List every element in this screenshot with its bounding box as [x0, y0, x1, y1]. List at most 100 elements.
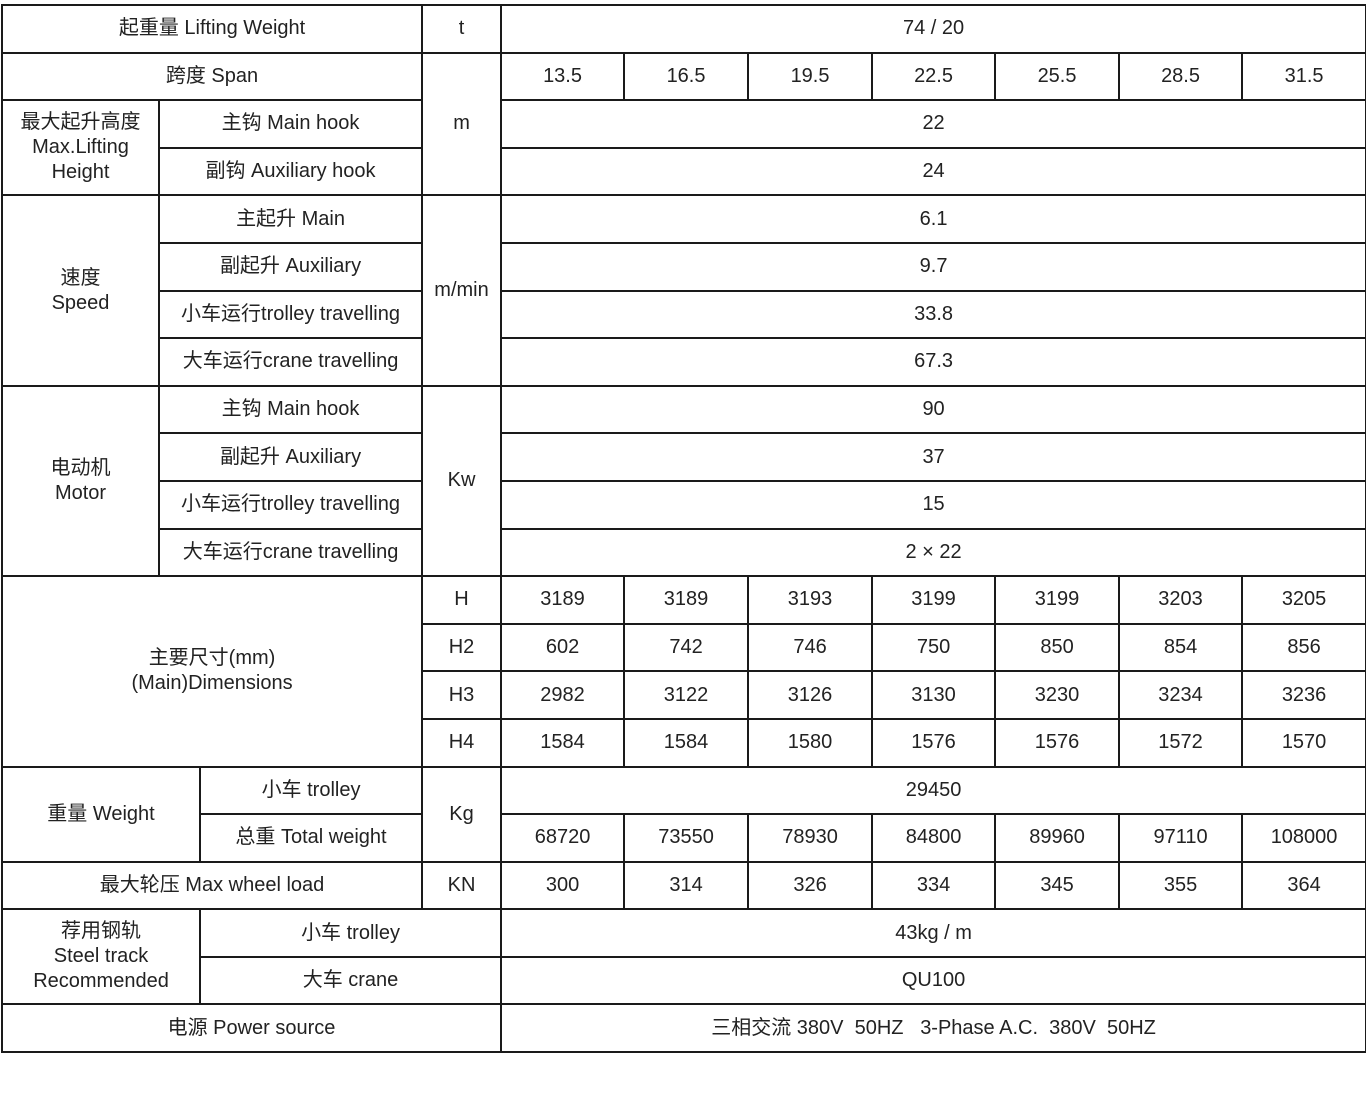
row-label: 小车 trolley [198, 908, 503, 958]
group-label-line: 速度 [60, 266, 101, 289]
group-label-line: Motor [54, 481, 107, 504]
dimension-value: 856 [1241, 622, 1366, 673]
group-label-line: 荐用钢轨 [61, 920, 141, 943]
group-label-line: Speed [51, 291, 110, 314]
value-cell: 90 [500, 384, 1366, 435]
value-cell: 74 / 20 [500, 4, 1366, 54]
value-cell: 33.8 [500, 289, 1366, 340]
unit-cell: t [421, 4, 503, 54]
row-dimension: H3 2982 3122 3126 3130 3230 3234 3236 [2, 670, 1366, 720]
dimension-value: 3193 [747, 575, 874, 625]
value-cell: 24 [500, 146, 1366, 197]
group-label-line: 主要尺寸(mm) [148, 647, 276, 670]
row-power: 电源 Power source 三相交流 380V 50HZ 3-Phase A.… [0, 1003, 1366, 1054]
unit-cell: Kw [421, 384, 503, 578]
row-motor: 副起升 Auxiliary 37 [2, 432, 1366, 482]
wheel-load-value: 334 [871, 860, 997, 911]
group-label: 荐用钢轨 Steel track Recommended [1, 908, 201, 1006]
group-label-line: Max.Lifting [32, 136, 129, 159]
row-lifting-height-main: 最大起升高度 Max.Lifting Height 主钩 Main hook 22 [1, 99, 1366, 197]
row-speed: 速度 Speed 主起升 Main m/min 6.1 [1, 194, 1366, 387]
wheel-load-value: 314 [623, 860, 750, 911]
dimension-value: 1576 [994, 717, 1121, 768]
group-label-line: 最大起升高度 [20, 111, 141, 134]
dimension-value: 1572 [1118, 717, 1244, 768]
group-label: 主要尺寸(mm) (Main)Dimensions [0, 575, 424, 768]
group-label: 速度 Speed [1, 194, 160, 387]
group-label: 最大起升高度 Max.Lifting Height [1, 99, 160, 197]
crane-spec-table: 起重量 Lifting Weight t 74 / 20 跨度 Span m 13.5 16… [0, 4, 1366, 1054]
row-label: 电源 Power source [0, 1003, 503, 1054]
wheel-load-value: 364 [1241, 860, 1366, 911]
value-cell: 6.1 [500, 194, 1366, 244]
row-label: 小车 trolley [198, 765, 424, 816]
value-cell: 43kg / m [500, 908, 1366, 958]
value-cell: QU100 [500, 955, 1366, 1006]
span-value: 25.5 [994, 51, 1121, 102]
span-value: 16.5 [623, 51, 750, 102]
dimension-value: 750 [871, 622, 997, 673]
total-weight-value: 97110 [1118, 813, 1244, 863]
value-cell: 三相交流 380V 50HZ 3-Phase A.C. 380V 50HZ [500, 1003, 1366, 1054]
dimension-value: 1570 [1241, 717, 1366, 768]
row-label: 主钩 Main hook [157, 99, 424, 149]
row-speed: 副起升 Auxiliary 9.7 [2, 241, 1366, 292]
total-weight-value: 84800 [871, 813, 997, 863]
unit-cell: m [421, 51, 503, 197]
row-lifting-weight: 起重量 Lifting Weight t 74 / 20 [0, 4, 1366, 54]
row-weight-total: 总重 Total weight 68720 73550 78930 84800 89960… [2, 813, 1366, 863]
dimension-value: 1580 [747, 717, 874, 768]
value-cell: 15 [500, 479, 1366, 530]
dimension-value: 2982 [500, 670, 626, 720]
dimension-value: 3236 [1241, 670, 1366, 720]
dimension-value: 1584 [623, 717, 750, 768]
row-label: 副起升 Auxiliary [157, 432, 424, 482]
row-motor: 小车运行trolley travelling 15 [2, 479, 1366, 530]
dimension-value: 3189 [623, 575, 750, 625]
span-value: 28.5 [1118, 51, 1244, 102]
row-motor: 大车运行crane travelling 2 × 22 [2, 527, 1366, 578]
dimension-label: H4 [421, 717, 503, 768]
row-span: 跨度 Span m 13.5 16.5 19.5 22.5 25.5 28.5 31.5 [0, 51, 1366, 197]
group-label-line: 电动机 [50, 456, 111, 479]
row-label: 大车运行crane travelling [157, 527, 424, 578]
group-label-line: Height [51, 161, 110, 184]
row-label: 最大轮压 Max wheel load [0, 860, 424, 911]
dimension-value: 602 [500, 622, 626, 673]
span-value: 31.5 [1241, 51, 1366, 102]
dimension-value: 854 [1118, 622, 1244, 673]
row-speed: 大车运行crane travelling 67.3 [2, 337, 1366, 387]
unit-cell: KN [421, 860, 503, 911]
span-value: 19.5 [747, 51, 874, 102]
row-label: 小车运行trolley travelling [157, 289, 424, 340]
value-cell: 2 × 22 [500, 527, 1366, 578]
dimension-value: 850 [994, 622, 1121, 673]
row-dimension: H4 1584 1584 1580 1576 1576 1572 1570 [2, 717, 1366, 768]
dimension-value: 3230 [994, 670, 1121, 720]
group-label: 电动机 Motor [1, 384, 160, 578]
row-dimension: H2 602 742 746 750 850 854 856 [2, 622, 1366, 673]
wheel-load-value: 326 [747, 860, 874, 911]
row-label: 跨度 Span [0, 51, 424, 102]
group-label-line: Recommended [33, 970, 169, 993]
row-label: 小车运行trolley travelling [157, 479, 424, 530]
dimension-value: 3234 [1118, 670, 1244, 720]
total-weight-value: 108000 [1241, 813, 1366, 863]
total-weight-value: 68720 [500, 813, 626, 863]
row-label: 大车运行crane travelling [157, 337, 424, 387]
row-lifting-height-aux: 副钩 Auxiliary hook 24 [2, 146, 1366, 197]
span-value: 22.5 [871, 51, 997, 102]
dimension-value: 3130 [871, 670, 997, 720]
row-label: 副钩 Auxiliary hook [157, 146, 424, 197]
value-cell: 22 [500, 99, 1366, 149]
dimension-value: 3203 [1118, 575, 1244, 625]
total-weight-value: 89960 [994, 813, 1121, 863]
value-cell: 9.7 [500, 241, 1366, 292]
value-cell: 37 [500, 432, 1366, 482]
row-weight-trolley: 重量 Weight 小车 trolley Kg 29450 [1, 765, 1366, 863]
wheel-load-value: 300 [500, 860, 626, 911]
row-dimension: 主要尺寸(mm) (Main)Dimensions H 3189 3189 3193 319… [0, 575, 1366, 768]
row-label: 主起升 Main [157, 194, 424, 244]
row-label: 大车 crane [198, 955, 503, 1006]
dimension-value: 3199 [994, 575, 1121, 625]
